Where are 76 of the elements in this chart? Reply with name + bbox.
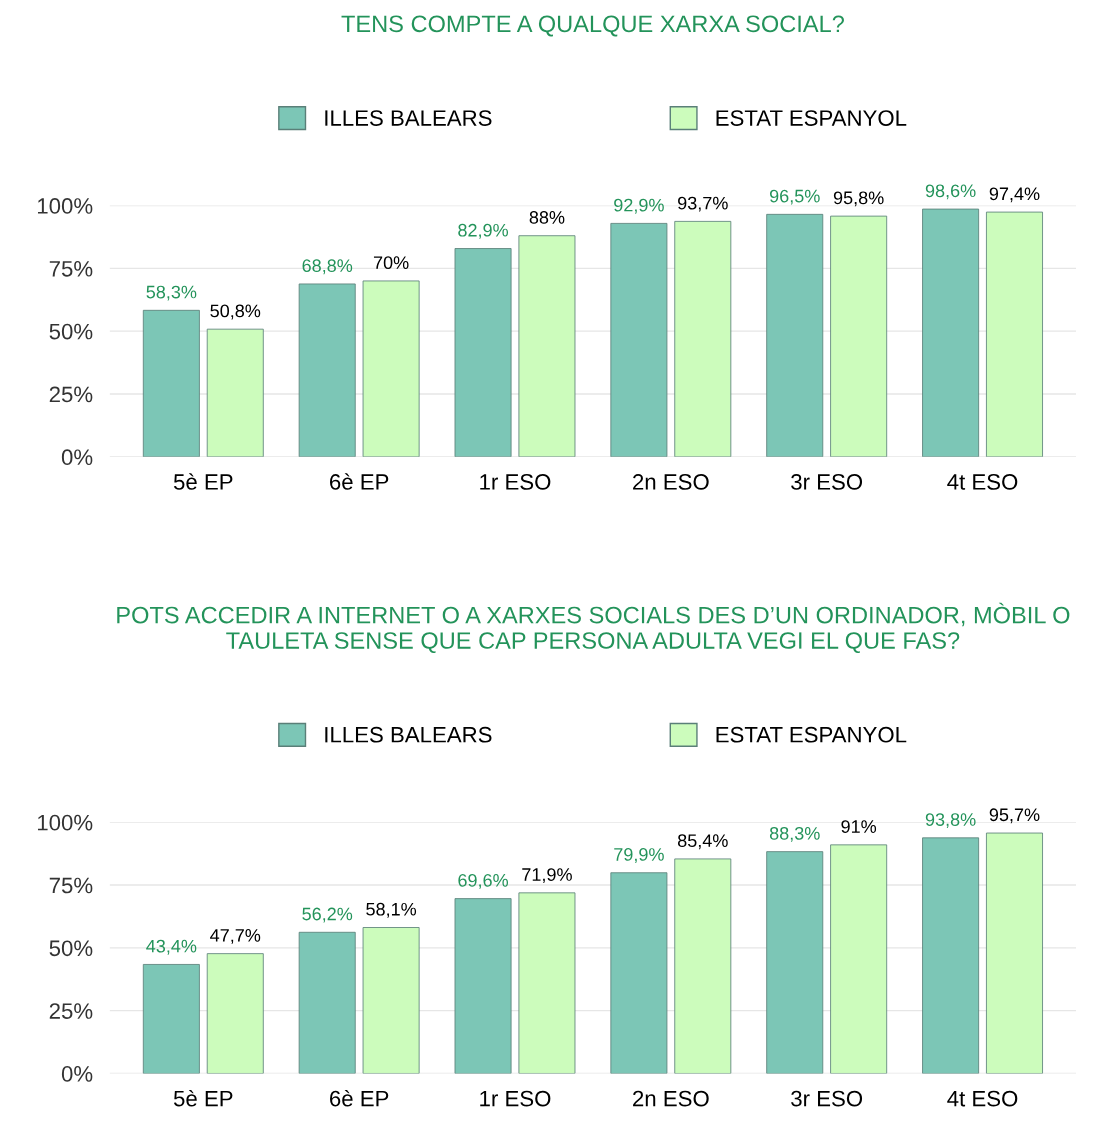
- bar: [518, 235, 576, 457]
- legend-label: ILLES BALEARS: [325, 110, 492, 126]
- chart-title: POTS ACCEDIR A INTERNET O A XARXES SOCIALS DES D’UN ORDINADOR, MÒBIL O TAULETA SENSE QUE CAP PERSONA ADULTA VEGI EL QUE FAS?: [117, 602, 1070, 654]
- x-tick-label: 6è EP: [330, 473, 389, 490]
- x-tick-label: 4t ESO: [947, 1090, 1018, 1107]
- bar: [986, 832, 1043, 1074]
- bar: [766, 213, 824, 457]
- y-tick-label: 100%: [37, 198, 93, 214]
- x-tick-label: 3r ESO: [791, 474, 863, 490]
- bar: [142, 309, 200, 457]
- x-tick-label: 6è EP: [330, 1089, 389, 1107]
- bar: [206, 953, 264, 1074]
- y-tick-label: 0%: [61, 1066, 93, 1082]
- y-tick-label: 100%: [37, 814, 93, 831]
- data-label: 56,2%: [302, 907, 353, 923]
- y-tick-label: 50%: [49, 940, 93, 957]
- y-tick-label: 75%: [49, 261, 93, 277]
- data-label: 98,6%: [925, 184, 976, 200]
- x-tick-label: 5è EP: [173, 473, 233, 490]
- bar: [986, 211, 1043, 457]
- data-label: 93,7%: [678, 196, 728, 212]
- data-label: 43,4%: [146, 939, 197, 955]
- y-tick-label: 25%: [49, 1003, 93, 1019]
- bar: [206, 328, 264, 457]
- y-tick-label: 0%: [61, 449, 93, 466]
- data-label: 88,3%: [769, 826, 820, 842]
- bar: [674, 858, 732, 1074]
- legend-label: ESTAT ESPANYOL: [716, 110, 907, 126]
- data-label: 95,8%: [833, 191, 884, 207]
- x-tick-label: 3r ESO: [791, 1090, 863, 1107]
- bar: [518, 892, 576, 1074]
- bar: [454, 248, 512, 457]
- x-tick-label: 5è EP: [173, 1089, 233, 1107]
- bar: [922, 208, 980, 457]
- data-label: 71,9%: [522, 868, 572, 884]
- bar: [298, 283, 356, 457]
- x-tick-label: 2n ESO: [633, 1090, 709, 1107]
- data-label: 47,7%: [210, 929, 261, 944]
- data-label: 97,4%: [989, 187, 1040, 203]
- data-label: 92,9%: [614, 198, 664, 214]
- data-label: 58,3%: [146, 285, 197, 301]
- data-label: 95,7%: [989, 808, 1040, 824]
- data-label: 93,8%: [925, 813, 976, 829]
- legend-label: ILLES BALEARS: [325, 726, 492, 743]
- data-label: 68,8%: [302, 259, 353, 275]
- data-label: 58,1%: [366, 902, 417, 918]
- y-tick-label: 25%: [49, 386, 93, 403]
- x-tick-label: 1r ESO: [480, 474, 551, 490]
- bar: [610, 222, 668, 457]
- data-label: 91%: [841, 820, 877, 833]
- data-label: 82,9%: [458, 223, 509, 239]
- x-tick-label: 4t ESO: [947, 474, 1018, 490]
- bar: [610, 872, 668, 1074]
- data-label: 79,9%: [614, 848, 664, 863]
- bar: [298, 931, 356, 1074]
- bar: [362, 927, 420, 1074]
- data-label: 85,4%: [677, 834, 728, 850]
- bar: [674, 220, 732, 457]
- bar: [830, 215, 888, 457]
- data-label: 70%: [373, 256, 409, 270]
- data-label: 96,5%: [769, 189, 820, 205]
- data-label: 69,6%: [458, 873, 509, 889]
- bar: [922, 837, 980, 1074]
- chart-title: TENS COMPTE A QUALQUE XARXA SOCIAL?: [341, 15, 844, 37]
- data-label: 88%: [529, 211, 565, 224]
- data-label: 50,8%: [210, 304, 261, 320]
- bar: [830, 844, 888, 1074]
- y-tick-label: 50%: [49, 323, 93, 340]
- bar: [454, 898, 512, 1074]
- bar: [142, 964, 200, 1074]
- bar: [362, 280, 420, 457]
- bar: [766, 851, 824, 1074]
- legend-label: ESTAT ESPANYOL: [716, 726, 907, 743]
- x-tick-label: 2n ESO: [633, 474, 709, 490]
- x-tick-label: 1r ESO: [480, 1090, 551, 1107]
- y-tick-label: 75%: [49, 877, 93, 894]
